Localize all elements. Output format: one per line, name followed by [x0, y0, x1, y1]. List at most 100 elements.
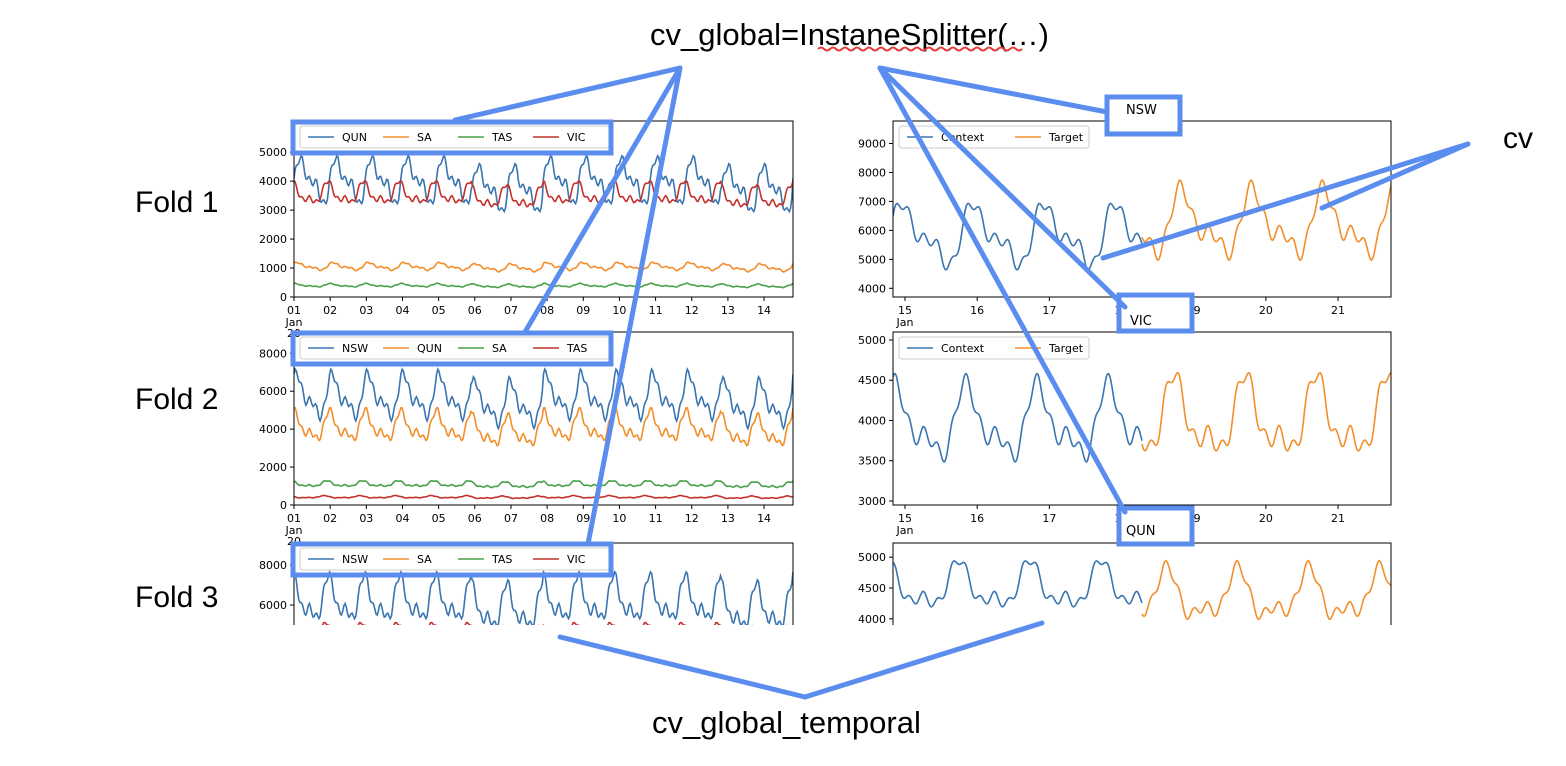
y-tick-label: 8000	[259, 559, 287, 572]
nsw-title-highlight	[1104, 94, 1183, 137]
fold-3-legend-highlight	[290, 541, 614, 578]
x-tick-label: 14	[757, 512, 771, 525]
x-tick-label: 11	[649, 512, 663, 525]
fold-2-label: Fold 2	[135, 383, 218, 416]
connector-global-to-fold3	[585, 65, 683, 547]
x-tick-label: 04	[395, 512, 409, 525]
x-sub-label: Jan	[896, 524, 914, 537]
y-tick-label: 6000	[259, 385, 287, 398]
series-line-tas	[294, 282, 793, 289]
y-tick-label: 5000	[259, 146, 287, 159]
x-tick-label: 08	[540, 304, 554, 317]
y-tick-label: 2000	[259, 233, 287, 246]
temporal-splitter-label: cv_global_temporal	[652, 705, 921, 740]
connector-cv-b	[1319, 141, 1471, 211]
x-tick-label: 03	[359, 512, 373, 525]
series-line-target	[1141, 371, 1391, 452]
legend-label: SA	[417, 131, 432, 144]
chart-panel-6: 4000 4500 5000	[858, 542, 1392, 626]
x-tick-label: 05	[432, 304, 446, 317]
legend-label: SA	[492, 342, 507, 355]
connector-title-to-vic	[877, 65, 1128, 310]
y-tick-label: 8000	[259, 347, 287, 360]
series-line-nsw	[294, 569, 793, 625]
y-tick-label: 3000	[858, 495, 886, 508]
x-tick-label: 10	[612, 512, 626, 525]
connector-temporal-b	[802, 620, 1045, 700]
x-tick-label: 02	[323, 304, 337, 317]
nsw-title-label: NSW	[1126, 103, 1157, 118]
x-sub-label: Jan	[285, 524, 303, 537]
chart-panel-3: 0 2000 4000 6000 8000 01 02 03 04 05 06 07 08 09 10 11 1…	[259, 331, 794, 548]
connector-title-to-nsw	[877, 65, 1110, 115]
y-tick-label: 5000	[858, 253, 886, 266]
legend-label: VIC	[567, 553, 586, 566]
series-line-sa	[294, 261, 793, 273]
y-tick-label: 3000	[259, 204, 287, 217]
annotation-overlay: NSW VIC QUN	[290, 65, 1471, 700]
chart-panel-5: 6000 8000 NSW SA TAS VIC	[259, 542, 794, 625]
x-tick-label: 05	[432, 512, 446, 525]
series-line-nsw	[294, 367, 793, 431]
series-line-target	[1141, 559, 1391, 621]
legend-label: QUN	[417, 342, 442, 355]
x-tick-label: 15	[898, 512, 912, 525]
legend-label: TAS	[491, 131, 512, 144]
connector-global-to-fold2	[522, 65, 683, 335]
x-tick-label: 17	[1042, 304, 1056, 317]
x-tick-label: 14	[757, 304, 771, 317]
fold-3-label: Fold 3	[135, 581, 218, 614]
qun-title-label: QUN	[1126, 524, 1155, 539]
legend-label: Target	[1048, 342, 1084, 355]
x-tick-label: 04	[395, 304, 409, 317]
x-tick-label: 15	[898, 304, 912, 317]
fold-1-label: Fold 1	[135, 186, 218, 219]
legend-label: SA	[417, 553, 432, 566]
y-tick-label: 4500	[858, 374, 886, 387]
y-tick-label: 9000	[858, 137, 886, 150]
series-line-sa	[294, 479, 793, 489]
y-tick-label: 5000	[858, 551, 886, 564]
y-tick-label: 4500	[858, 582, 886, 595]
x-tick-label: 03	[359, 304, 373, 317]
legend-label: NSW	[342, 553, 368, 566]
legend-label: TAS	[566, 342, 587, 355]
x-tick-label: 12	[685, 512, 699, 525]
legend-box	[898, 336, 1090, 360]
x-tick-label: 07	[504, 304, 518, 317]
series-line-qun	[294, 406, 793, 447]
y-tick-label: 4000	[858, 613, 886, 626]
y-tick-label: 1000	[259, 262, 287, 275]
connector-title-to-qun	[877, 65, 1128, 515]
y-tick-label: 4000	[858, 414, 886, 427]
legend-label: Target	[1048, 131, 1084, 144]
x-tick-label: 16	[970, 512, 984, 525]
series-line-qun	[294, 154, 793, 214]
chart-panels: 0 1000 2000 3000 4000 5000 01 02 03 04 05 06 07 08 09 1…	[259, 120, 1392, 626]
splitter-code-title: cv_global=InstaneSplitter(…)	[650, 17, 1049, 52]
chart-panel-1: 0 1000 2000 3000 4000 5000 01 02 03 04 05 06 07 08 09 1…	[259, 120, 794, 340]
vic-title-label: VIC	[1130, 314, 1152, 329]
x-tick-label: 13	[721, 304, 735, 317]
connector-global-to-fold1	[452, 65, 683, 123]
series-line-vic	[321, 621, 789, 625]
series-line-context	[893, 372, 1143, 463]
cv-label: cv	[1503, 122, 1533, 155]
x-tick-label: 12	[685, 304, 699, 317]
connector-cv-a	[1100, 141, 1471, 261]
qun-title-highlight	[1116, 505, 1195, 547]
y-tick-label: 3500	[858, 455, 886, 468]
y-tick-label: 4000	[259, 175, 287, 188]
y-tick-label: 5000	[858, 334, 886, 347]
x-tick-label: 11	[649, 304, 663, 317]
y-tick-label: 0	[280, 499, 287, 512]
y-tick-label: 0	[280, 291, 287, 304]
x-tick-label: 16	[970, 304, 984, 317]
series-line-vic	[294, 178, 793, 208]
x-tick-label: 13	[721, 512, 735, 525]
y-tick-label: 7000	[858, 195, 886, 208]
x-tick-label: 01	[287, 304, 301, 317]
legend-label: VIC	[567, 131, 586, 144]
x-tick-label: 10	[612, 304, 626, 317]
